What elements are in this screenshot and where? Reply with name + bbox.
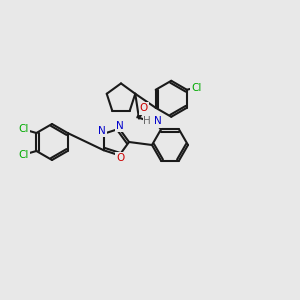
Text: HN: HN [145,116,161,126]
Text: N: N [98,126,106,136]
Text: Cl: Cl [192,83,202,93]
Text: N: N [154,116,162,126]
Text: O: O [140,103,148,113]
Text: Cl: Cl [18,124,28,134]
Text: N: N [116,121,124,131]
Text: Cl: Cl [18,150,28,160]
Text: H: H [143,116,151,126]
Text: O: O [116,153,124,163]
